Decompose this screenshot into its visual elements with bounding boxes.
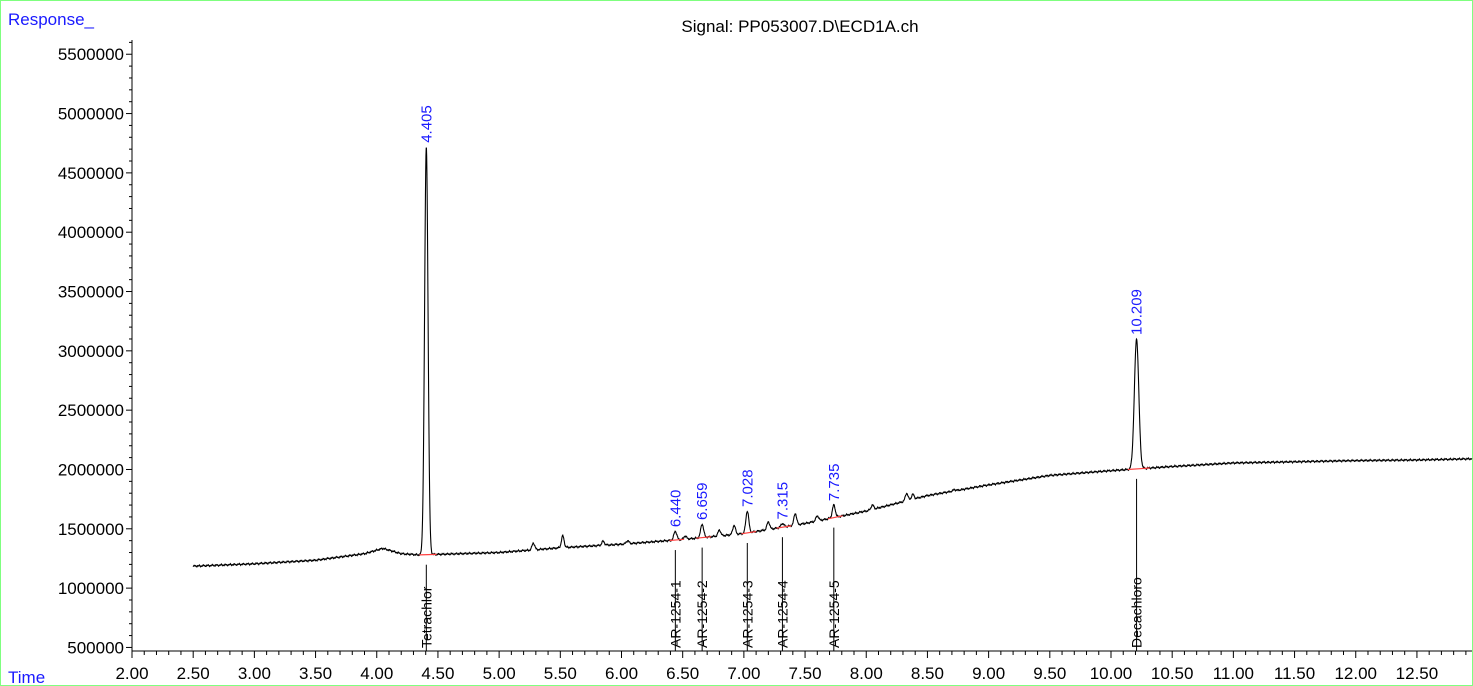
peak-rt-label: 7.735 [826, 464, 843, 502]
x-tick-label: 6.50 [666, 664, 699, 683]
x-tick-label: 7.00 [727, 664, 760, 683]
y-tick-label: 4000000 [58, 223, 124, 242]
y-tick-label: 3500000 [58, 283, 124, 302]
chart-title: Signal: PP053007.D\ECD1A.ch [681, 17, 918, 36]
y-tick-label: 5500000 [58, 45, 124, 64]
x-tick-label: 10.50 [1151, 664, 1194, 683]
x-tick-label: 6.00 [605, 664, 638, 683]
x-tick-label: 7.50 [789, 664, 822, 683]
x-tick-label: 11.00 [1213, 664, 1254, 683]
x-tick-label: 11.50 [1274, 664, 1315, 683]
peak-rt-label: 4.405 [418, 105, 435, 143]
x-tick-label: 12.50 [1396, 664, 1439, 683]
x-tick-label: 10.00 [1090, 664, 1133, 683]
x-tick-label: 12.00 [1334, 664, 1377, 683]
x-tick-label: 2.00 [115, 664, 148, 683]
compound-label: Decachloro [1129, 577, 1145, 648]
compound-label: AR-1254-3 [739, 580, 755, 648]
y-axis-label: Response_ [8, 10, 95, 29]
x-tick-label: 5.50 [544, 664, 577, 683]
peak-4.405: 4.405 Tetrachlor [418, 105, 437, 651]
integration-baseline [669, 538, 685, 542]
peak-rt-label: 6.440 [667, 490, 684, 528]
integration-baseline [827, 515, 843, 520]
y-tick-label: 500000 [67, 638, 124, 657]
signal-trace [192, 147, 1473, 568]
x-tick-label: 4.00 [360, 664, 393, 683]
y-tick-label: 2500000 [58, 401, 124, 420]
peak-rt-label: 7.315 [774, 482, 791, 520]
compound-label: Tetrachlor [418, 586, 434, 648]
peak-6.440: 6.440 AR-1254-1 [667, 490, 684, 651]
axes: 500000 1000000 1500000 2000000 2500000 300000… [58, 40, 1472, 683]
y-tick-label: 4500000 [58, 164, 124, 183]
x-tick-label: 2.50 [177, 664, 210, 683]
integration-baseline [696, 536, 712, 539]
peak-rt-label: 6.659 [694, 483, 711, 521]
integration-baseline [1127, 467, 1150, 471]
y-tick-label: 3000000 [58, 342, 124, 361]
x-tick-label: 5.00 [483, 664, 516, 683]
y-tick-label: 1000000 [58, 579, 124, 598]
x-axis-label: Time [8, 668, 45, 686]
peak-7.315: 7.315 AR-1254-4 [774, 482, 791, 651]
y-tick-label: 5000000 [58, 105, 124, 124]
compound-label: AR-1254-5 [826, 580, 842, 648]
compound-label: AR-1254-1 [667, 580, 683, 648]
compound-label: AR-1254-4 [774, 580, 790, 648]
integration-baseline [776, 525, 792, 529]
peak-rt-label: 7.028 [739, 469, 756, 507]
x-tick-label: 9.50 [1033, 664, 1066, 683]
y-tick-label: 1500000 [58, 520, 124, 539]
peak-rt-label: 10.209 [1129, 289, 1146, 335]
x-tick-label: 4.50 [421, 664, 454, 683]
peak-7.028: 7.028 AR-1254-3 [739, 469, 756, 651]
x-tick-label: 3.00 [238, 664, 271, 683]
marks: 4.405 Tetrachlor 6.440 AR-1254-1 6.659 AR-125… [192, 105, 1473, 651]
x-tick-label: 8.50 [911, 664, 944, 683]
x-tick-label: 8.00 [850, 664, 883, 683]
integration-baseline [741, 530, 757, 535]
compound-label: AR-1254-2 [694, 580, 710, 648]
x-tick-label: 9.00 [972, 664, 1005, 683]
x-tick-label: 3.50 [299, 664, 332, 683]
peak-6.659: 6.659 AR-1254-2 [694, 483, 711, 651]
y-tick-label: 2000000 [58, 460, 124, 479]
peak-10.209: 10.209 Decachloro [1127, 289, 1150, 651]
peak-7.735: 7.735 AR-1254-5 [826, 464, 843, 651]
